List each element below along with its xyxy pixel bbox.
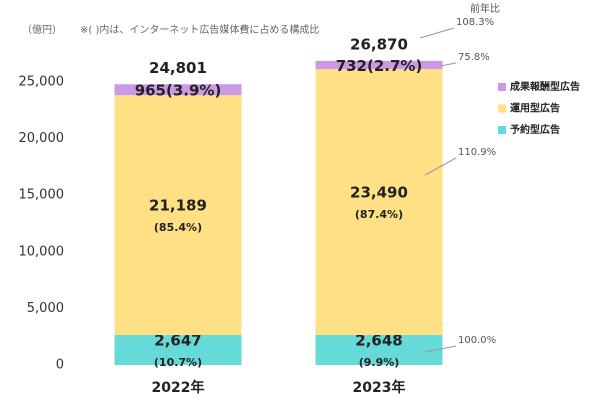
value-label: 21,189: [149, 197, 207, 215]
y-tick-label: 25,000: [19, 75, 65, 90]
segment-label: 732(2.7%): [336, 56, 423, 74]
x-tick-label: 2022年: [152, 379, 205, 396]
y-tick-label: 5,000: [27, 301, 64, 316]
share-label: (87.4%): [355, 208, 403, 221]
yoy-label: 108.3%: [456, 17, 494, 28]
value-label: 2,647: [154, 332, 201, 350]
yoy-header: 前年比: [470, 2, 500, 15]
legend-label: 予約型広告: [510, 123, 560, 136]
y-tick-label: 15,000: [19, 188, 65, 203]
legend-label: 運用型広告: [510, 102, 560, 115]
value-label: 732: [336, 56, 367, 74]
share-label: (2.7%): [367, 56, 422, 74]
bar-segment: [315, 335, 443, 365]
y-tick-label: 10,000: [19, 244, 65, 259]
share-label: (9.9%): [359, 356, 400, 369]
y-tick-label: 20,000: [19, 131, 65, 146]
x-tick-label: 2023年: [353, 379, 406, 396]
total-label: 26,870: [350, 35, 408, 53]
bar-segment: [114, 95, 242, 336]
bar-segment: [315, 60, 443, 70]
legend-swatch: [498, 126, 506, 134]
legend-swatch: [498, 104, 506, 113]
share-label: (3.9%): [166, 81, 221, 99]
yoy-label: 75.8%: [458, 52, 490, 63]
share-label: (85.4%): [154, 221, 202, 234]
callout-line: [424, 157, 457, 176]
callout-line: [439, 62, 457, 67]
legend-label: 成果報酬型広告: [510, 80, 580, 93]
note: ※( )内は、インターネット広告媒体費に占める構成比: [80, 23, 319, 36]
bar-segment: [114, 335, 242, 365]
value-label: 2,648: [355, 332, 402, 350]
value-label: 965: [135, 81, 166, 99]
bar-segment: [114, 84, 242, 96]
yoy-label: 110.9%: [458, 147, 496, 158]
value-label: 23,490: [350, 184, 408, 202]
legend-swatch: [498, 83, 506, 91]
yoy-label: 100.0%: [458, 335, 496, 346]
callout-line: [419, 27, 455, 39]
callout-line: [424, 345, 457, 353]
share-label: (10.7%): [154, 356, 202, 369]
segment-label: 965(3.9%): [135, 81, 222, 99]
unit-label: （億円）: [22, 23, 62, 36]
bar-segment: [315, 69, 443, 336]
total-label: 24,801: [149, 59, 207, 77]
y-tick-label: 0: [56, 358, 64, 373]
